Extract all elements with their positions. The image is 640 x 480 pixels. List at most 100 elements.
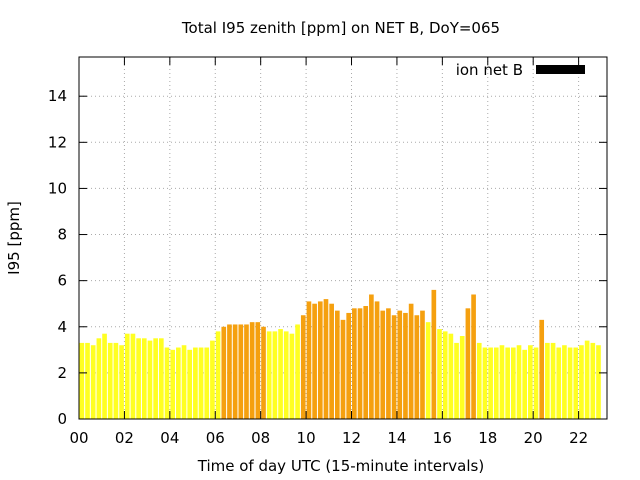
bar [465, 308, 471, 419]
y-tick-label: 8 [57, 226, 67, 244]
bar [579, 345, 584, 419]
bar [329, 303, 334, 419]
bar [181, 345, 187, 419]
bar [300, 315, 306, 419]
bar [357, 308, 363, 419]
y-tick-label: 12 [48, 133, 67, 151]
bar [113, 342, 119, 419]
bar [96, 338, 102, 419]
x-tick-label: 06 [206, 429, 225, 447]
bar [550, 342, 556, 419]
bar [386, 308, 391, 419]
bar [363, 306, 369, 419]
bar [306, 301, 312, 419]
bar [425, 322, 431, 419]
bar [397, 310, 403, 419]
bar [119, 345, 124, 419]
bar [261, 326, 266, 419]
bar [352, 308, 357, 419]
bar [545, 342, 550, 419]
bar [539, 319, 545, 419]
y-tick-label: 2 [57, 364, 67, 382]
bar [493, 347, 499, 419]
grid-lines [79, 57, 607, 419]
bar [459, 335, 465, 419]
bar [556, 347, 562, 419]
x-tick-label: 10 [297, 429, 316, 447]
bar [573, 347, 579, 419]
bar [90, 345, 96, 419]
bar [584, 340, 590, 419]
bar [130, 333, 136, 419]
bar [215, 331, 221, 419]
bar [516, 345, 522, 419]
bar [471, 294, 476, 419]
bar [79, 342, 85, 419]
legend-swatch [536, 65, 585, 74]
bar [454, 342, 459, 419]
x-tick-label: 04 [160, 429, 179, 447]
bar [403, 312, 408, 419]
bar [380, 310, 386, 419]
bar [85, 342, 90, 419]
x-tick-label: 22 [569, 429, 588, 447]
bar [227, 324, 232, 419]
bar [272, 331, 278, 419]
bar [249, 322, 255, 419]
legend-label: ion net B [456, 61, 523, 79]
bar [567, 347, 573, 419]
x-tick-label: 14 [387, 429, 406, 447]
chart-title: Total I95 zenith [ppm] on NET B, DoY=065 [181, 19, 500, 37]
bar [164, 347, 170, 419]
bar [476, 342, 482, 419]
bar [255, 322, 261, 419]
bar [391, 315, 397, 419]
bar [221, 326, 227, 419]
bar [238, 324, 244, 419]
bar [193, 347, 198, 419]
bar [210, 340, 215, 419]
bar [346, 312, 352, 419]
bar [323, 299, 329, 419]
bar-series [79, 289, 601, 419]
bar [176, 347, 181, 419]
bar [170, 349, 176, 419]
bar [198, 347, 204, 419]
bar [369, 294, 374, 419]
bar [187, 349, 193, 419]
bar [442, 331, 448, 419]
y-tick-label: 4 [57, 318, 67, 336]
bar [278, 329, 283, 419]
bar [437, 329, 442, 419]
bar [590, 342, 596, 419]
x-tick-label: 12 [342, 429, 361, 447]
bar [266, 331, 272, 419]
bar [596, 345, 601, 419]
bar [522, 349, 528, 419]
x-tick-label: 20 [524, 429, 543, 447]
x-tick-label: 16 [433, 429, 452, 447]
bar [204, 347, 210, 419]
bar [102, 333, 107, 419]
bar [505, 347, 510, 419]
bar [153, 338, 158, 419]
bar [562, 345, 567, 419]
bar [528, 345, 533, 419]
y-tick-label: 14 [48, 87, 67, 105]
bar [340, 319, 346, 419]
bar [312, 303, 317, 419]
legend: ion net B [456, 61, 585, 79]
bar [510, 347, 516, 419]
bar [488, 347, 493, 419]
bar [533, 347, 539, 419]
x-tick-label: 08 [251, 429, 270, 447]
x-tick-label: 02 [115, 429, 134, 447]
x-tick-label: 18 [478, 429, 497, 447]
bar [317, 301, 323, 419]
bar [420, 310, 425, 419]
bar [147, 340, 153, 419]
bar [374, 301, 380, 419]
y-tick-label: 10 [48, 179, 67, 197]
